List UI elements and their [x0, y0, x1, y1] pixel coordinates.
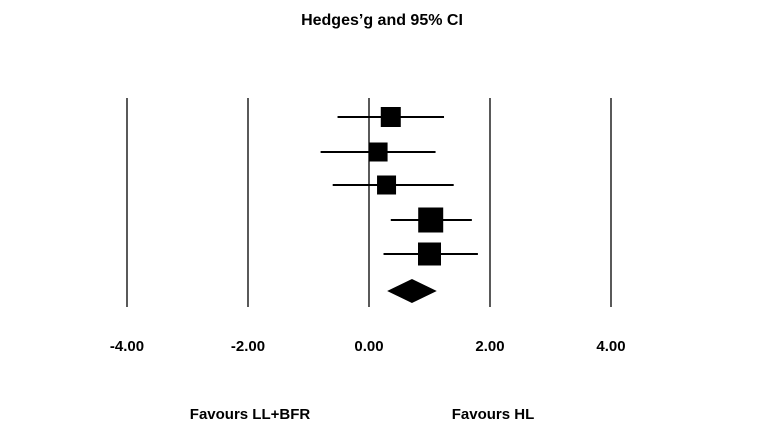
chart-title: Hedges’g and 95% CI — [301, 12, 463, 29]
favours-left-label: Favours LL+BFR — [190, 406, 311, 423]
summary-effect — [387, 279, 437, 303]
study-markers — [368, 107, 444, 266]
study-marker — [377, 175, 397, 195]
reference-lines — [126, 98, 612, 307]
favours-right-label: Favours HL — [452, 406, 535, 423]
tick-label: 2.00 — [475, 338, 504, 355]
x-axis-tick-labels: -4.00 -2.00 0.00 2.00 4.00 — [110, 338, 626, 355]
tick-label: 4.00 — [596, 338, 625, 355]
tick-label: -2.00 — [231, 338, 265, 355]
study-marker — [418, 242, 441, 266]
study-marker — [368, 142, 388, 162]
tick-label: 0.00 — [354, 338, 383, 355]
study-marker — [418, 207, 444, 233]
study-marker — [380, 107, 401, 127]
tick-label: -4.00 — [110, 338, 144, 355]
summary-diamond — [387, 279, 437, 303]
confidence-intervals — [320, 116, 478, 255]
